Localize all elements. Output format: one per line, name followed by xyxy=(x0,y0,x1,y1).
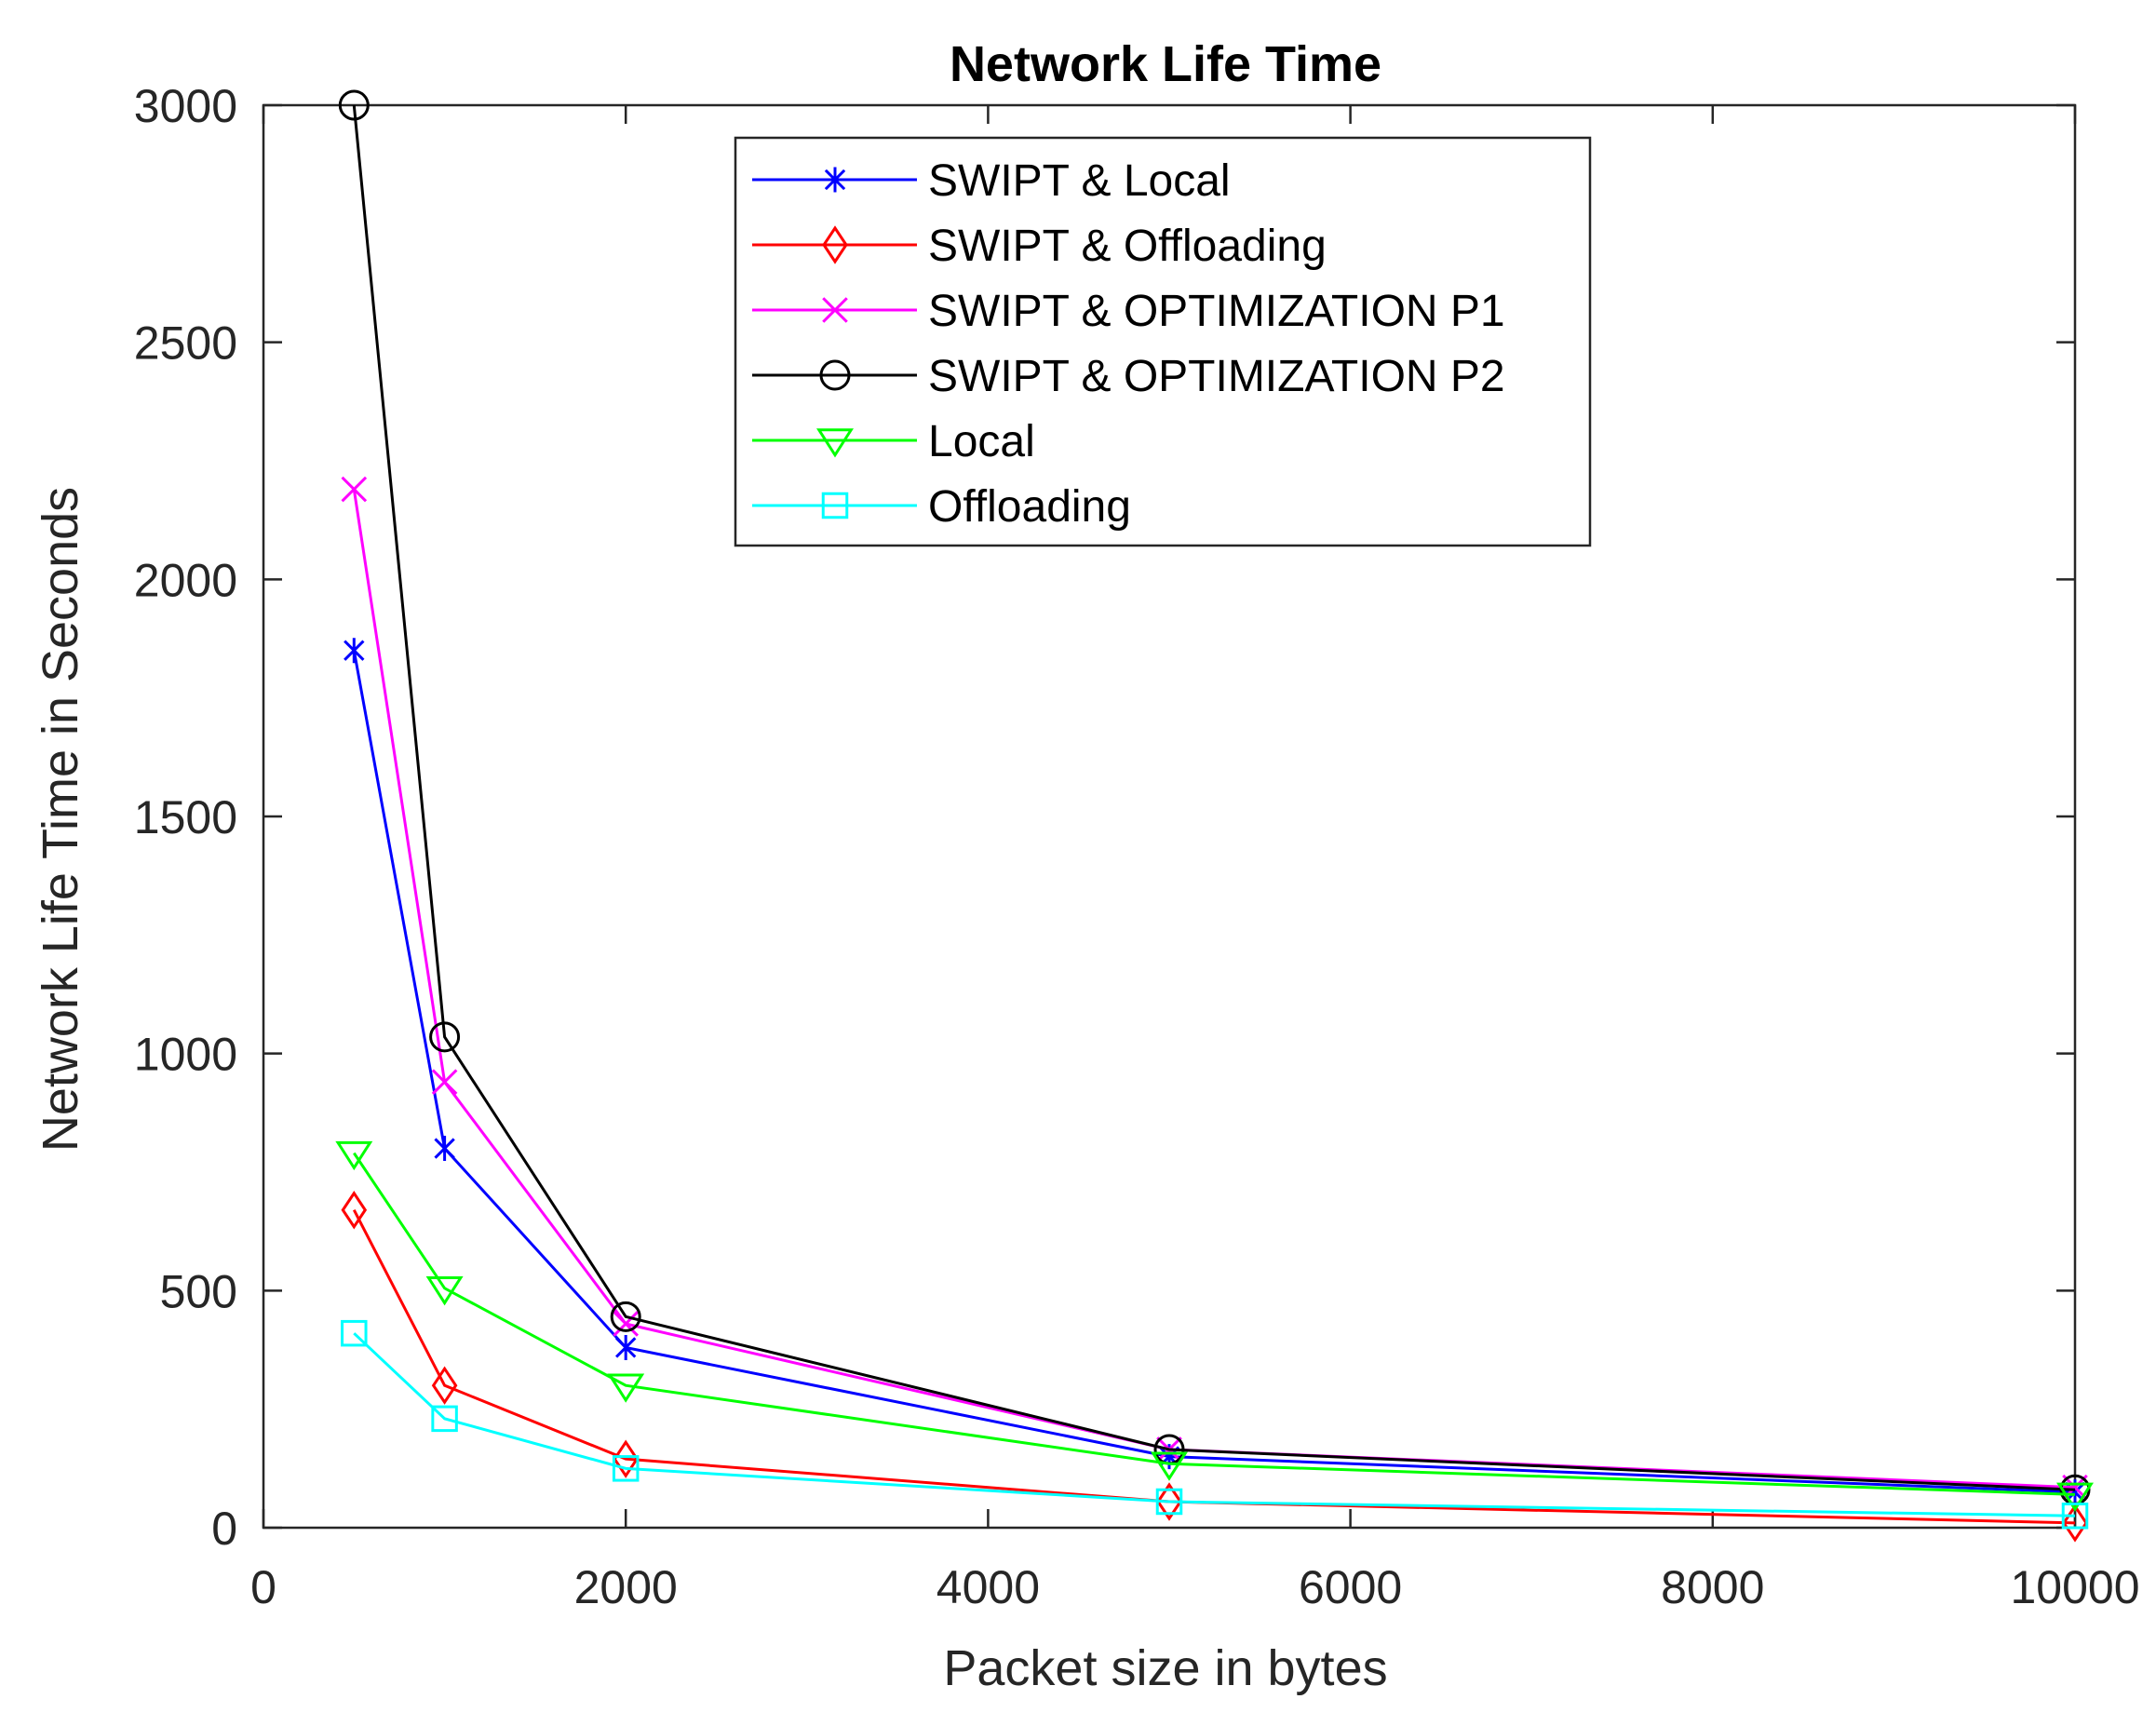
data-point xyxy=(431,1069,458,1096)
y-axis-title: Network Life Time in Seconds xyxy=(33,487,88,1152)
plot-area xyxy=(262,89,2094,1543)
x-tick-label: 2000 xyxy=(574,1561,678,1613)
x-axis-tick-labels: 0 2000 4000 6000 8000 10000 xyxy=(250,1561,2139,1613)
legend-item: SWIPT & OPTIMIZATION P2 xyxy=(752,352,1505,401)
legend-label: SWIPT & Offloading xyxy=(928,222,1327,271)
data-point xyxy=(612,1455,640,1482)
y-tick-label: 1500 xyxy=(134,791,237,843)
data-point xyxy=(819,359,851,391)
data-point xyxy=(431,1405,458,1433)
data-point xyxy=(1156,1482,1182,1521)
legend-label: Local xyxy=(928,417,1035,466)
series-line xyxy=(352,1209,2076,1525)
data-point xyxy=(824,167,846,193)
series-local xyxy=(335,1140,2094,1512)
legend-label: SWIPT & OPTIMIZATION P2 xyxy=(928,352,1505,401)
data-point xyxy=(2056,1482,2094,1512)
data-point xyxy=(344,638,365,664)
data-point xyxy=(1155,1488,1183,1516)
data-point xyxy=(341,1319,368,1347)
y-tick-label: 0 xyxy=(211,1503,237,1555)
legend-label: SWIPT & OPTIMIZATION P1 xyxy=(928,287,1505,336)
legend: SWIPT & Local SWIPT & Offloading SWIPT & O… xyxy=(734,136,1592,547)
data-point xyxy=(2062,1504,2088,1543)
data-point xyxy=(615,1334,637,1360)
series-line xyxy=(353,1152,2076,1496)
x-tick-label: 6000 xyxy=(1299,1561,1402,1613)
y-tick-label: 1000 xyxy=(134,1029,237,1081)
data-point xyxy=(431,1366,458,1405)
y-tick-label: 2500 xyxy=(134,317,237,370)
data-point xyxy=(610,1301,641,1332)
y-tick-label: 500 xyxy=(160,1265,237,1317)
data-point xyxy=(822,297,848,323)
y-axis-tick-labels: 0 500 1000 1500 2000 2500 3000 xyxy=(134,80,237,1555)
x-axis-title: Packet size in bytes xyxy=(943,1640,1387,1696)
series-line xyxy=(353,1332,2076,1517)
legend-label: Offloading xyxy=(928,482,1131,532)
data-point xyxy=(341,476,368,503)
data-point xyxy=(816,428,854,458)
data-point xyxy=(335,1140,373,1171)
y-tick-label: 2000 xyxy=(134,554,237,606)
data-point xyxy=(341,1191,368,1230)
legend-item: Offloading xyxy=(752,482,1131,532)
data-point xyxy=(821,492,849,519)
data-point xyxy=(429,1021,461,1053)
series-swipt-offloading xyxy=(341,1191,2088,1543)
series-line xyxy=(352,104,2076,1491)
y-tick-label: 3000 xyxy=(134,80,237,132)
data-point xyxy=(425,1276,464,1306)
legend-item: Local xyxy=(752,417,1035,466)
data-point xyxy=(822,225,848,264)
series-layer xyxy=(335,89,2094,1543)
x-tick-label: 10000 xyxy=(2010,1561,2139,1613)
legend-item: SWIPT & OPTIMIZATION P1 xyxy=(752,287,1505,336)
x-tick-label: 4000 xyxy=(937,1561,1040,1613)
legend-item: SWIPT & Local xyxy=(752,156,1231,206)
data-point xyxy=(2061,1503,2089,1530)
data-point xyxy=(338,89,370,121)
series-offloading xyxy=(341,1319,2089,1530)
legend-item: SWIPT & Offloading xyxy=(752,222,1327,271)
legend-label: SWIPT & Local xyxy=(928,156,1231,206)
legend-box xyxy=(734,136,1592,547)
chart-title: Network Life Time xyxy=(950,36,1381,92)
data-point xyxy=(607,1373,645,1403)
data-point xyxy=(613,1439,640,1478)
data-point xyxy=(1151,1451,1188,1481)
data-point xyxy=(613,1311,640,1337)
x-tick-label: 8000 xyxy=(1661,1561,1764,1613)
data-point xyxy=(434,1136,455,1162)
x-tick-label: 0 xyxy=(250,1561,276,1613)
